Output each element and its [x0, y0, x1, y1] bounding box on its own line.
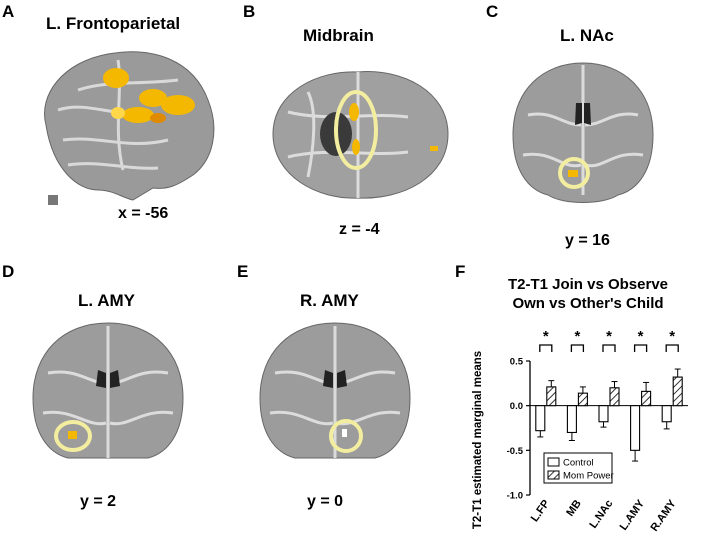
y-tick-label: -0.5	[507, 446, 524, 457]
chart-title-line2: Own vs Other's Child	[512, 295, 663, 312]
coronal-brain-image-c	[512, 62, 654, 203]
panel-a-title: L. Frontoparietal	[46, 14, 181, 33]
panel-letter-d: D	[2, 262, 15, 281]
roi-circle	[54, 420, 92, 452]
panel-letter-b: B	[243, 2, 256, 21]
legend-swatch	[547, 457, 560, 467]
bar-mom-power	[609, 387, 620, 407]
panel-b-title: Midbrain	[303, 26, 374, 45]
x-tick-label: L.NAc	[587, 498, 615, 531]
bar-control	[566, 405, 577, 434]
bar-mom-power	[546, 386, 557, 407]
significance-bracket	[633, 344, 648, 352]
bar-control	[661, 405, 672, 423]
chart-title-line1: T2-T1 Join vs Observe	[508, 276, 668, 293]
coronal-brain-image-d	[32, 322, 184, 459]
roi-circle	[334, 90, 378, 170]
roi-circle	[558, 157, 590, 189]
significance-bracket	[602, 344, 616, 352]
panel-d-coordinate: y = 2	[80, 493, 117, 510]
panel-letter-f: F	[455, 262, 466, 281]
significance-bracket	[665, 344, 679, 352]
x-tick-label: MB	[564, 498, 584, 519]
panel-a-coordinate: x = -56	[118, 205, 169, 222]
y-tick-label: 0.0	[510, 401, 523, 412]
panel-c-title: L. NAc	[560, 26, 614, 45]
bar-mom-power	[672, 376, 683, 407]
legend-label: Mom Power	[563, 471, 614, 482]
panel-letter-e: E	[237, 262, 249, 281]
roi-circle	[329, 419, 363, 453]
significance-star: *	[606, 328, 612, 345]
y-tick-label: -1.0	[507, 491, 523, 502]
x-tick-label: L.FP	[529, 498, 553, 524]
significance-bracket	[539, 344, 553, 352]
y-tick-label: 0.5	[510, 357, 524, 368]
panel-c-coordinate: y = 16	[565, 232, 610, 249]
legend-label: Control	[563, 458, 594, 469]
sagittal-brain-image	[44, 51, 215, 205]
bar-control	[535, 405, 546, 432]
bar-control	[630, 405, 641, 451]
bar-mom-power	[577, 392, 588, 407]
significance-star: *	[669, 328, 675, 345]
panel-letter-a: A	[2, 2, 15, 21]
x-tick-label: R.AMY	[648, 497, 679, 533]
coronal-brain-image-e	[259, 322, 411, 459]
significance-bracket	[570, 344, 585, 352]
panel-d-title: L. AMY	[78, 291, 135, 310]
legend-swatch	[547, 470, 560, 480]
significance-star: *	[574, 328, 580, 345]
x-tick-label: L.AMY	[618, 497, 648, 532]
panel-letter-c: C	[486, 2, 499, 21]
panel-b-coordinate: z = -4	[339, 221, 380, 238]
panel-e-title: R. AMY	[300, 291, 359, 310]
axial-brain-image	[272, 71, 449, 199]
bar-mom-power	[641, 390, 652, 407]
y-axis-label: T2-T1 estimated marginal means	[472, 351, 484, 529]
significance-star: *	[543, 328, 549, 345]
panel-e-coordinate: y = 0	[307, 493, 344, 510]
bar-control	[598, 405, 609, 423]
significance-star: *	[638, 328, 644, 345]
bar-chart: T2-T1 Join vs Observe Own vs Other's Chi…	[472, 276, 688, 534]
